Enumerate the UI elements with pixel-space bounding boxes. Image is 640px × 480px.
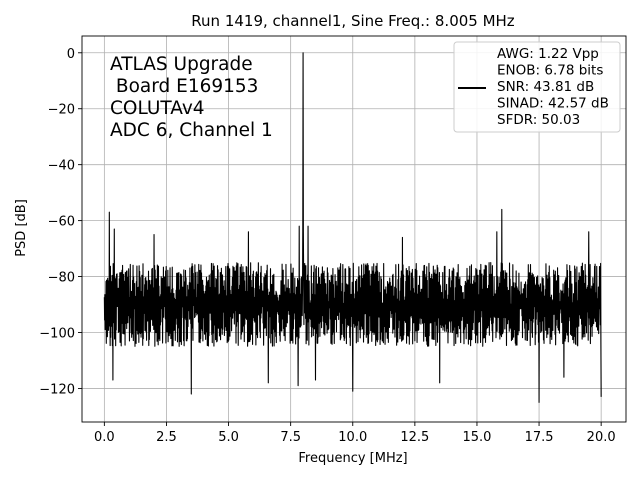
x-tick-label: 20.0	[587, 430, 616, 445]
y-tick-label: −60	[48, 215, 75, 230]
legend-entry-line: ENOB: 6.78 bits	[497, 63, 603, 79]
x-tick-label: 17.5	[525, 430, 554, 445]
annotation-line: ADC 6, Channel 1	[110, 120, 273, 141]
legend-entry-line: SNR: 43.81 dB	[497, 79, 594, 95]
psd-trace	[103, 52, 602, 403]
legend-box	[453, 41, 621, 133]
chart-title: Run 1419, channel1, Sine Freq.: 8.005 MH…	[191, 12, 515, 30]
annotation-line: Board E169153	[110, 76, 258, 97]
y-tick-label: −120	[39, 382, 75, 397]
y-tick-label: 0	[67, 47, 75, 62]
y-tick-label: −20	[48, 103, 75, 118]
legend-entry-line: SFDR: 50.03	[497, 112, 580, 128]
x-tick-label: 0.0	[94, 430, 115, 445]
legend-entry-line: SINAD: 42.57 dB	[497, 96, 609, 112]
x-axis-label: Frequency [MHz]	[298, 451, 407, 466]
y-tick-label: −80	[48, 271, 75, 286]
x-tick-label: 10.0	[338, 430, 367, 445]
y-tick-label: −100	[39, 326, 75, 341]
x-tick-label: 5.0	[218, 430, 239, 445]
x-axis-ticks: 0.0 2.5 5.0 7.5 10.0 12.5 15.0 17.5 20.0	[94, 422, 616, 445]
x-tick-label: 2.5	[156, 430, 177, 445]
x-tick-label: 7.5	[280, 430, 301, 445]
annotation-line: ATLAS Upgrade	[110, 54, 253, 75]
annotation-line: COLUTAv4	[110, 98, 205, 119]
x-tick-label: 15.0	[462, 430, 491, 445]
legend-entry-line: AWG: 1.22 Vpp	[497, 46, 599, 62]
x-tick-label: 12.5	[400, 430, 429, 445]
y-axis-label: PSD [dB]	[14, 199, 29, 257]
psd-series-line	[103, 52, 602, 403]
y-axis-ticks: 0 −20 −40 −60 −80 −100 −120	[39, 47, 82, 397]
axes-frame	[81, 35, 627, 423]
y-tick-label: −40	[48, 159, 75, 174]
